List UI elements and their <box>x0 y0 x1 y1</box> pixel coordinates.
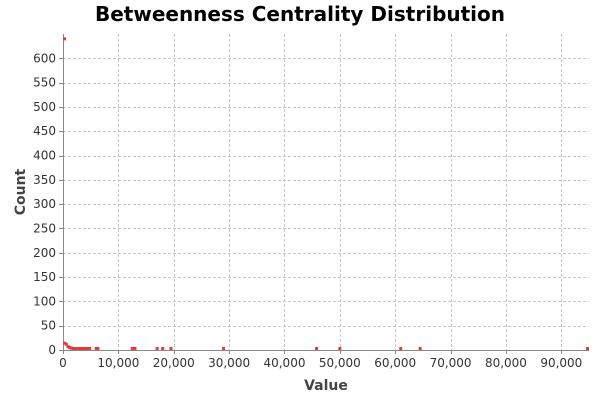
data-point <box>63 37 66 41</box>
y-tick-label: 300 <box>33 197 56 211</box>
x-axis-label: Value <box>304 378 348 394</box>
y-tick-label: 450 <box>33 124 56 138</box>
data-point <box>66 345 70 349</box>
data-point <box>133 347 137 350</box>
data-point <box>161 347 165 350</box>
y-tick-label: 500 <box>33 100 56 114</box>
data-point <box>222 347 226 350</box>
data-point <box>84 347 88 350</box>
y-tick-label: 200 <box>33 246 56 260</box>
x-tick-label: 60,000 <box>374 356 416 370</box>
y-axis-ticks: 0 50 100 150 200 250 300 350 400 450 500 550 600 <box>33 51 63 357</box>
y-tick-label: 100 <box>33 294 56 308</box>
x-tick-label: 70,000 <box>430 356 472 370</box>
y-tick-label: 550 <box>33 76 56 90</box>
x-axis-ticks: 0 10,000 20,000 30,000 40,000 50,000 60,000 70,… <box>59 350 582 370</box>
data-point <box>69 346 73 350</box>
data-point <box>338 347 342 350</box>
data-point <box>76 347 80 350</box>
data-point <box>73 347 77 350</box>
data-point <box>78 347 82 350</box>
data-point <box>83 347 87 350</box>
y-tick-label: 400 <box>33 149 56 163</box>
axes <box>63 34 589 351</box>
x-tick-label: 90,000 <box>540 356 582 370</box>
data-points <box>63 37 589 350</box>
y-axis-label: Count <box>13 168 29 215</box>
y-tick-label: 0 <box>48 343 56 357</box>
x-tick-label: 20,000 <box>153 356 195 370</box>
data-point <box>315 347 319 350</box>
data-point <box>64 342 68 346</box>
data-point <box>169 347 173 350</box>
y-tick-label: 600 <box>33 51 56 65</box>
data-point <box>130 347 134 350</box>
data-point <box>586 347 589 350</box>
y-tick-label: 250 <box>33 221 56 235</box>
y-tick-label: 350 <box>33 173 56 187</box>
x-tick-label: 0 <box>59 356 67 370</box>
data-point <box>71 347 75 350</box>
x-tick-label: 50,000 <box>319 356 361 370</box>
data-point <box>68 346 72 350</box>
data-point <box>88 347 92 350</box>
data-point <box>96 347 100 350</box>
x-tick-label: 30,000 <box>208 356 250 370</box>
data-point <box>418 347 422 350</box>
data-point <box>63 341 67 345</box>
gridlines <box>63 34 589 351</box>
data-point <box>94 347 98 350</box>
data-point <box>79 347 83 350</box>
data-point <box>81 347 85 350</box>
data-point <box>74 347 78 350</box>
y-tick-label: 150 <box>33 270 56 284</box>
plot-area <box>63 34 589 350</box>
x-tick-label: 10,000 <box>97 356 139 370</box>
chart-title: Betweenness Centrality Distribution <box>95 2 505 26</box>
data-point <box>155 347 159 350</box>
data-point <box>86 347 90 350</box>
x-tick-label: 40,000 <box>263 356 305 370</box>
data-point <box>399 347 403 350</box>
x-tick-label: 80,000 <box>485 356 527 370</box>
y-tick-label: 50 <box>41 319 56 333</box>
